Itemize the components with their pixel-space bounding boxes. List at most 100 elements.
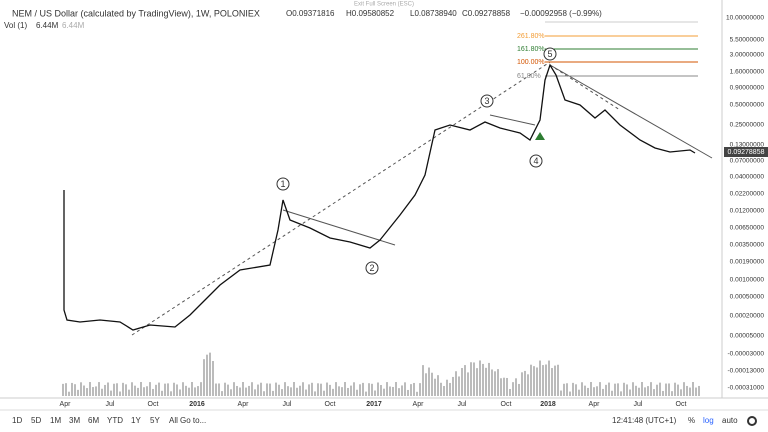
volume-bar [143,387,145,396]
wave-label: 3 [484,96,489,106]
volume-bar [530,364,532,396]
volume-bar [89,382,91,396]
volume-bar [395,382,397,396]
volume-bar [71,382,73,396]
range-button[interactable]: 1M [50,416,61,425]
range-button[interactable]: 3M [69,416,80,425]
volume-bar [260,382,262,396]
volume-bar [323,390,325,396]
volume-bar [626,384,628,396]
volume-bar [176,384,178,396]
settings-button[interactable] [747,416,757,426]
price-label: 0.00005000 [730,333,765,340]
range-button[interactable]: 6M [88,416,99,425]
price-label: 0.00050000 [730,294,765,301]
volume-bar [311,382,313,396]
range-button[interactable]: 1Y [131,416,141,425]
volume-bar [446,379,448,396]
range-button[interactable]: YTD [107,416,123,425]
volume-bar [482,363,484,396]
volume-bar [68,391,70,396]
volume-bar [668,383,670,396]
volume-bar [686,385,688,396]
axis-option[interactable]: auto [722,416,738,425]
volume-bar [83,385,85,396]
time-label: Oct [148,401,159,408]
volume-bar [551,368,553,396]
volume-bar [614,383,616,396]
volume-bar [377,382,379,396]
volume-bar [440,382,442,396]
volume-bar [449,382,451,396]
range-button[interactable]: All [169,416,178,425]
volume-bar [353,382,355,396]
volume-bar [416,391,418,396]
volume-bar [554,365,556,396]
volume-bar [629,389,631,396]
volume-bar [296,387,298,396]
axis-option[interactable]: log [703,416,714,425]
volume-bar [221,391,223,396]
volume-bars [62,352,700,396]
price-label: 5.50000000 [730,37,765,44]
volume-bar [188,387,190,396]
wave-label: 4 [533,156,538,166]
volume-bar [596,386,598,396]
volume-bar [134,385,136,396]
volume-bar [146,386,148,396]
wave-label: 5 [547,49,552,59]
volume-bar [356,389,358,396]
volume-bar [422,365,424,396]
volume-bar [278,384,280,396]
volume-bar [338,386,340,396]
time-label: Apr [238,401,250,408]
volume-bar [389,386,391,396]
volume-bar [677,384,679,396]
volume-bar [434,378,436,396]
wave-circle [480,94,494,108]
trend-line [549,64,713,159]
price-label: -0.00031000 [727,385,764,392]
volume-bar [164,383,166,396]
volume-bar [419,383,421,396]
volume-bar [473,362,475,396]
axis-option[interactable]: % [688,416,695,425]
exit-fullscreen[interactable]: Exit Full Screen (ESC) [354,2,414,8]
volume-bar [509,388,511,396]
price-label: 0.50000000 [730,102,765,109]
volume-bar [563,383,565,396]
range-button[interactable]: 5D [31,416,41,425]
volume-bar [335,382,337,396]
volume-bar [407,389,409,396]
time-label: Jul [458,401,467,408]
goto-button[interactable]: Go to... [180,416,206,425]
price-label: 0.00350000 [730,242,765,249]
trend-line [131,61,551,336]
volume-bar [647,386,649,396]
volume-bar [662,390,664,396]
volume-bar [413,382,415,396]
price-label: 10.00000000 [726,15,764,22]
volume-bar [269,383,271,396]
volume-bar [350,385,352,396]
volume-bar [479,360,481,396]
volume-bar [593,387,595,396]
volume-bar [287,386,289,396]
volume-bar [299,385,301,396]
range-button[interactable]: 1D [12,416,22,425]
volume-bar [281,389,283,396]
volume-bar [545,364,547,396]
volume-value: 6.44M [36,21,59,30]
time-label: Jul [106,401,115,408]
volume-bar [263,391,265,396]
volume-bar [137,387,139,396]
price-label: 0.07000000 [730,158,765,165]
volume-bar [284,382,286,396]
volume-bar [293,382,295,396]
volume-bar [692,382,694,396]
range-button[interactable]: 5Y [150,416,160,425]
volume-bar [245,387,247,396]
volume-bar [122,382,124,396]
volume-bar [524,370,526,396]
